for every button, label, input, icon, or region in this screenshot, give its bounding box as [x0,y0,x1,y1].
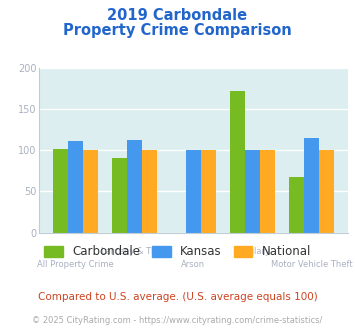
Text: © 2025 CityRating.com - https://www.cityrating.com/crime-statistics/: © 2025 CityRating.com - https://www.city… [32,316,323,325]
Bar [230,91,245,233]
Text: Larceny & Theft: Larceny & Theft [101,248,168,256]
Bar [289,177,304,233]
Bar [127,140,142,233]
Text: Burglary: Burglary [234,248,271,256]
Text: Compared to U.S. average. (U.S. average equals 100): Compared to U.S. average. (U.S. average … [38,292,317,302]
Bar [112,158,127,233]
Text: Arson: Arson [181,260,206,269]
Bar [53,149,68,233]
Bar [186,150,201,233]
Text: Property Crime Comparison: Property Crime Comparison [63,23,292,38]
Bar [260,150,275,233]
Bar [142,150,157,233]
Bar [201,150,216,233]
Bar [319,150,334,233]
Text: 2019 Carbondale: 2019 Carbondale [108,8,247,23]
Text: Motor Vehicle Theft: Motor Vehicle Theft [271,260,352,269]
Bar [304,138,319,233]
Text: All Property Crime: All Property Crime [37,260,114,269]
Legend: Carbondale, Kansas, National: Carbondale, Kansas, National [39,241,316,263]
Bar [83,150,98,233]
Bar [68,141,83,233]
Bar [245,150,260,233]
